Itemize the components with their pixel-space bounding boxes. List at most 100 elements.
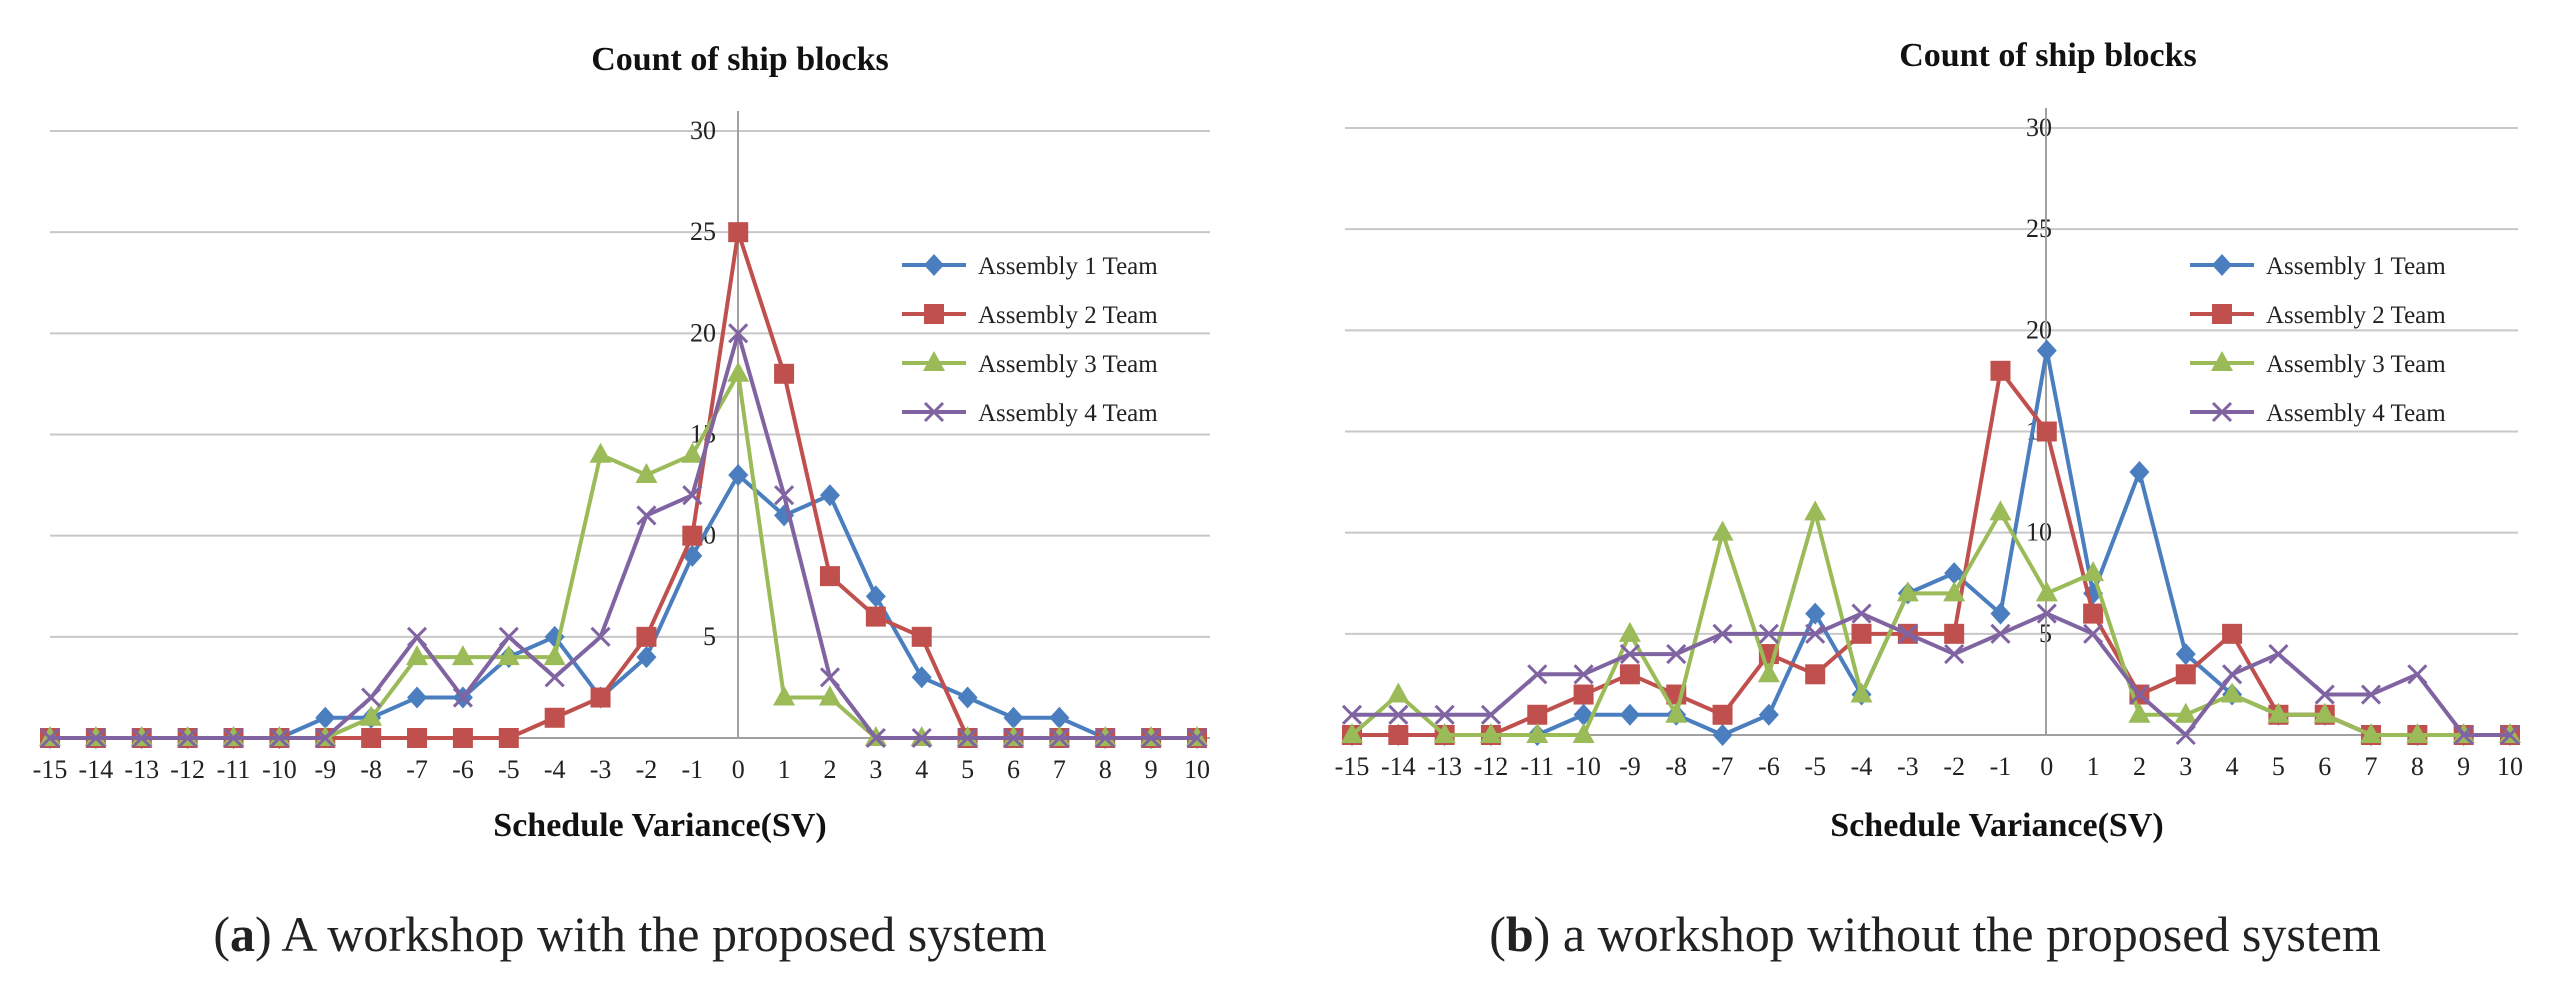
data-point — [1711, 520, 1734, 541]
data-point — [682, 525, 703, 546]
x-tick-label: -7 — [1712, 752, 1734, 781]
x-tick-label: -6 — [452, 755, 474, 784]
data-point — [2036, 339, 2057, 362]
data-point — [1712, 623, 1733, 644]
x-tick-label: 4 — [2226, 752, 2239, 781]
data-point — [1572, 723, 1595, 743]
x-tick-label: -1 — [681, 755, 703, 784]
legend-marker — [2211, 401, 2233, 423]
data-point — [2267, 702, 2290, 723]
y-tick-label: 20 — [690, 318, 716, 347]
data-point — [911, 727, 932, 749]
data-point — [315, 706, 336, 729]
data-point — [1434, 704, 1455, 725]
x-tick-label: 8 — [1099, 755, 1112, 784]
chart-title: Count of ship blocks — [591, 41, 889, 78]
series-line — [50, 331, 1197, 740]
data-point — [1666, 644, 1687, 665]
data-point — [1757, 662, 1780, 683]
x-tick-label: 6 — [2318, 752, 2331, 781]
x-tick-label: 4 — [915, 755, 928, 784]
x-tick-label: -8 — [1665, 752, 1687, 781]
data-point — [406, 645, 429, 666]
data-point — [269, 727, 290, 749]
data-point — [2129, 684, 2150, 705]
x-tick-label: -9 — [314, 755, 336, 784]
data-point — [819, 667, 841, 688]
data-point — [1804, 500, 1827, 521]
data-point — [1141, 727, 1162, 749]
data-point — [177, 727, 198, 749]
data-point — [2407, 664, 2428, 685]
x-tick-label: -15 — [33, 755, 68, 784]
data-point — [2174, 702, 2197, 723]
x-tick-label: -8 — [360, 755, 382, 784]
series-assembly-1-team — [40, 463, 1207, 749]
data-point — [1527, 704, 1548, 725]
data-point — [1944, 644, 1965, 665]
data-point — [2499, 724, 2521, 746]
data-point — [1341, 723, 1363, 743]
legend-marker — [924, 304, 944, 324]
x-tick-label: -12 — [1474, 752, 1509, 781]
legend-marker — [924, 254, 944, 276]
chart-title: Count of ship blocks — [1899, 37, 2197, 74]
data-point — [1712, 704, 1733, 725]
data-point — [1573, 664, 1594, 685]
data-point — [2036, 421, 2057, 442]
data-point — [1758, 703, 1779, 726]
x-tick-label: 9 — [2457, 752, 2470, 781]
data-point — [773, 685, 796, 706]
x-tick-label: -14 — [79, 755, 114, 784]
x-tick-label: -3 — [1897, 752, 1919, 781]
caption-a: (a) A workshop with the proposed system — [213, 906, 1047, 962]
data-point — [1850, 682, 1873, 703]
data-point — [544, 707, 565, 728]
data-point — [451, 645, 474, 666]
legend-marker — [923, 401, 945, 423]
series-line — [1350, 510, 2510, 737]
data-point — [1049, 706, 1070, 729]
data-point — [1851, 623, 1872, 644]
data-point — [727, 361, 750, 382]
legend-label: Assembly 1 Team — [978, 253, 1158, 280]
data-point — [1387, 682, 1410, 703]
data-point — [360, 705, 383, 726]
data-point — [1619, 703, 1640, 726]
data-point — [1712, 724, 1733, 746]
data-point — [1851, 603, 1872, 624]
x-axis-title: Schedule Variance(SV) — [1830, 807, 2163, 844]
x-tick-label: 0 — [732, 755, 745, 784]
data-point — [543, 645, 566, 666]
x-tick-label: -10 — [1566, 752, 1601, 781]
legend-label: Assembly 4 Team — [978, 400, 1158, 427]
data-point — [2314, 684, 2335, 705]
data-point — [819, 566, 840, 587]
x-tick-label: -13 — [1427, 752, 1462, 781]
data-point — [1990, 623, 2011, 644]
legend-label: Assembly 2 Team — [2266, 302, 2446, 329]
data-point — [2175, 724, 2196, 746]
data-point — [728, 463, 749, 486]
x-tick-label: 2 — [823, 755, 836, 784]
y-tick-label: 10 — [2026, 518, 2052, 547]
data-point — [911, 626, 932, 647]
x-tick-label: 3 — [2179, 752, 2192, 781]
data-point — [590, 687, 611, 708]
series-assembly-4-team — [39, 323, 1208, 749]
data-point — [1990, 360, 2011, 381]
legend-item: Assembly 4 Team — [2190, 400, 2446, 427]
data-point — [2360, 684, 2382, 705]
x-tick-label: -11 — [1520, 752, 1554, 781]
x-tick-label: 1 — [2087, 752, 2100, 781]
legend-item: Assembly 1 Team — [2190, 253, 2446, 280]
data-point — [818, 685, 841, 706]
data-point — [39, 727, 61, 749]
legend-marker — [2212, 254, 2232, 276]
x-tick-label: -7 — [406, 755, 428, 784]
data-point — [407, 686, 428, 709]
data-point — [2360, 723, 2383, 743]
data-point — [2221, 682, 2244, 703]
series-assembly-4-team — [1341, 603, 2521, 746]
x-axis-title: Schedule Variance(SV) — [493, 807, 826, 844]
